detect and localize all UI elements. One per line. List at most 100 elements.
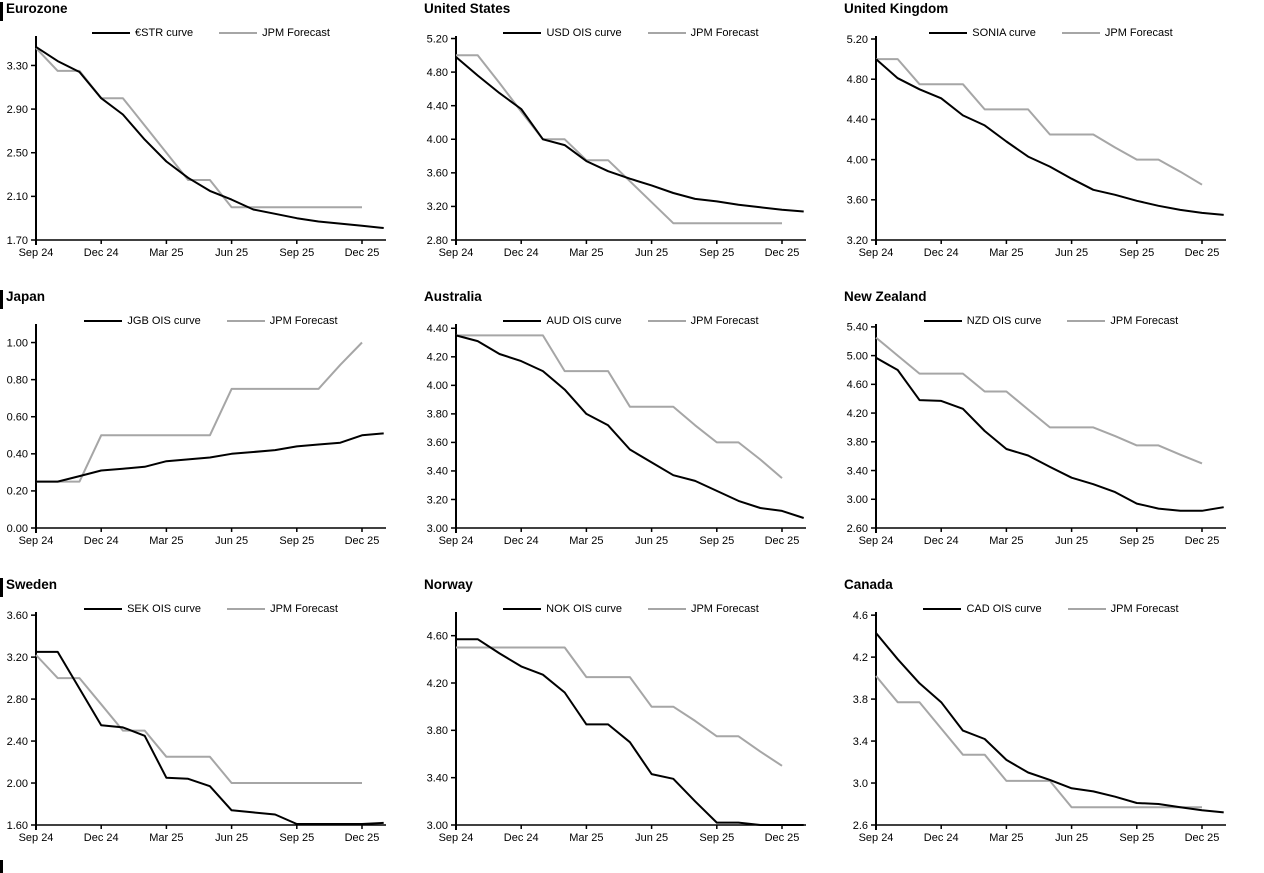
x-tick-label: Sep 24: [859, 247, 894, 259]
x-tick-label: Dec 25: [345, 535, 380, 547]
y-tick-labels: 1.70 2.10 2.50 2.90 3.30: [7, 60, 28, 247]
x-tick-label: Dec 25: [345, 247, 380, 259]
x-tick-label: Dec 25: [1185, 832, 1220, 844]
line-chart-plot: 1.70 2.10 2.50 2.90 3.30 Sep 24 Dec 24 Mar 25 Ju…: [7, 36, 386, 259]
y-tick-labels: 2.60 3.00 3.40 3.80 4.20 4.60 5.00 5.40: [847, 322, 868, 535]
x-tick-label: Jun 25: [635, 535, 668, 547]
y-tick-label: 3.30: [7, 60, 28, 72]
y-tick-label: 3.60: [427, 437, 448, 449]
x-tick-label: Sep 25: [279, 832, 314, 844]
y-tick-label: 3.20: [427, 201, 448, 213]
chart-title: Canada: [844, 577, 893, 592]
forecast-line: [456, 334, 783, 479]
x-tick-label: Dec 25: [765, 535, 800, 547]
y-tick-label: 3.00: [427, 820, 448, 832]
y-tick-label: 4.60: [427, 630, 448, 642]
x-tick-label: Sep 24: [859, 535, 894, 547]
y-tick-label: 0.00: [7, 523, 28, 535]
x-tick-labels: Sep 24 Dec 24 Mar 25 Jun 25 Sep 25 Dec 25: [19, 247, 380, 259]
axes: [451, 612, 806, 830]
line-chart-plot: 2.60 3.00 3.40 3.80 4.20 4.60 5.00 5.40 Sep 24 De…: [847, 322, 1226, 547]
forecast-line: [875, 336, 1203, 465]
x-tick-label: Sep 25: [279, 247, 314, 259]
y-tick-labels: 3.00 3.40 3.80 4.20 4.60: [427, 630, 448, 831]
x-tick-label: Sep 24: [439, 535, 474, 547]
x-tick-labels: Sep 24 Dec 24 Mar 25 Jun 25 Sep 25 Dec 25: [859, 535, 1220, 547]
section-title-bar: [0, 2, 3, 21]
y-tick-label: 3.40: [847, 465, 868, 477]
y-tick-label: 4.80: [847, 74, 868, 86]
x-tick-label: Dec 25: [1185, 535, 1220, 547]
x-tick-label: Jun 25: [1055, 832, 1088, 844]
x-tick-label: Dec 24: [924, 535, 959, 547]
y-tick-label: 4.80: [427, 67, 448, 79]
ois-curve-line: [35, 46, 384, 229]
x-tick-label: Sep 24: [859, 832, 894, 844]
forecast-line: [875, 675, 1202, 809]
forecast-line: [876, 58, 1203, 186]
x-tick-labels: Sep 24 Dec 24 Mar 25 Jun 25 Sep 25 Dec 25: [439, 832, 800, 844]
x-tick-label: Mar 25: [989, 247, 1023, 259]
x-tick-label: Mar 25: [149, 247, 183, 259]
x-tick-labels: Sep 24 Dec 24 Mar 25 Jun 25 Sep 25 Dec 25: [19, 535, 380, 547]
y-tick-label: 4.40: [847, 114, 868, 126]
section-title-bar: [0, 290, 3, 309]
y-tick-label: 2.80: [7, 694, 28, 706]
y-tick-labels: 0.00 0.20 0.40 0.60 0.80 1.00: [7, 337, 28, 534]
line-chart-plot: 3.20 3.60 4.00 4.40 4.80 5.20 Sep 24 Dec 24 Mar …: [847, 34, 1226, 259]
axes: [871, 324, 1226, 533]
y-tick-label: 3.20: [847, 235, 868, 247]
x-tick-label: Dec 24: [504, 832, 539, 844]
x-tick-label: Sep 25: [1119, 832, 1154, 844]
y-tick-label: 3.0: [853, 778, 868, 790]
chart-japan: Japan 0.00 0.20 0.40 0.60 0.80 1.00 Sep 24 Dec …: [0, 288, 420, 576]
chart-title: Sweden: [6, 577, 58, 592]
line-chart-plot: 3.00 3.20 3.40 3.60 3.80 4.00 4.20 4.40 Sep 24 De…: [427, 323, 806, 547]
y-tick-label: 4.40: [427, 323, 448, 335]
x-tick-label: Sep 25: [699, 832, 734, 844]
ois-curve-line: [455, 56, 804, 213]
x-tick-label: Mar 25: [569, 535, 603, 547]
chart-title: Japan: [6, 289, 46, 304]
x-tick-label: Sep 25: [699, 535, 734, 547]
y-tick-label: 3.80: [427, 409, 448, 421]
y-tick-label: 2.40: [7, 736, 28, 748]
y-tick-label: 2.6: [853, 820, 868, 832]
y-tick-label: 1.70: [7, 235, 28, 247]
chart-title: Norway: [424, 577, 473, 592]
x-tick-label: Sep 24: [439, 247, 474, 259]
x-tick-labels: Sep 24 Dec 24 Mar 25 Jun 25 Sep 25 Dec 25: [19, 832, 380, 844]
x-tick-labels: Sep 24 Dec 24 Mar 25 Jun 25 Sep 25 Dec 25: [859, 247, 1220, 259]
x-tick-label: Jun 25: [215, 535, 248, 547]
x-tick-label: Dec 25: [765, 832, 800, 844]
x-tick-label: Mar 25: [569, 832, 603, 844]
x-tick-labels: Sep 24 Dec 24 Mar 25 Jun 25 Sep 25 Dec 25: [439, 535, 800, 547]
axes: [871, 36, 1226, 245]
x-tick-label: Mar 25: [989, 535, 1023, 547]
section-title-bar: [0, 578, 3, 597]
axes: [31, 36, 386, 245]
y-tick-labels: 2.80 3.20 3.60 4.00 4.40 4.80 5.20: [427, 33, 448, 246]
forecast-line: [36, 341, 363, 483]
x-tick-label: Mar 25: [989, 832, 1023, 844]
x-tick-label: Mar 25: [149, 832, 183, 844]
y-tick-labels: 1.60 2.00 2.40 2.80 3.20 3.60: [7, 610, 28, 832]
y-tick-label: 3.60: [7, 610, 28, 622]
axes: [31, 612, 386, 830]
x-tick-label: Sep 25: [1119, 535, 1154, 547]
y-tick-label: 4.40: [427, 100, 448, 112]
x-tick-label: Jun 25: [1055, 247, 1088, 259]
chart-norway: Norway 3.00 3.40 3.80 4.20 4.60 Sep 24 Dec 24 M…: [420, 576, 840, 873]
chart-united-states: United States 2.80 3.20 3.60 4.00 4.40 4.80 5.…: [420, 0, 840, 288]
y-tick-label: 3.60: [847, 195, 868, 207]
y-tick-label: 2.90: [7, 104, 28, 116]
y-tick-label: 4.00: [427, 134, 448, 146]
axes: [31, 324, 386, 533]
axes: [871, 612, 1226, 830]
x-tick-label: Dec 24: [504, 247, 539, 259]
y-tick-label: 3.80: [427, 725, 448, 737]
chart-title: Eurozone: [6, 1, 68, 16]
y-tick-labels: 3.00 3.20 3.40 3.60 3.80 4.00 4.20 4.40: [427, 323, 448, 535]
chart-new-zealand: New Zealand 2.60 3.00 3.40 3.80 4.20 4.60 5.00…: [840, 288, 1264, 576]
y-tick-label: 4.6: [853, 610, 868, 622]
